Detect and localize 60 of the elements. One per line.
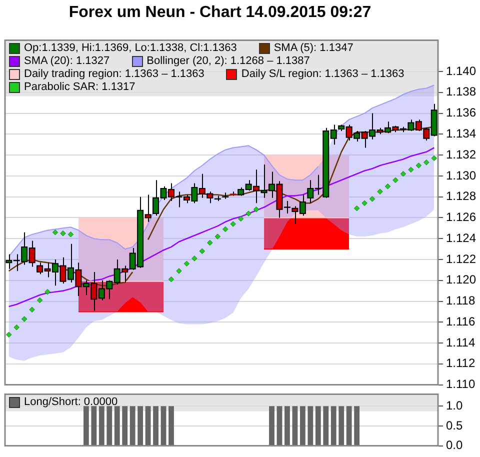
point [199,248,206,254]
point [6,332,12,338]
legend-label: Bollinger (20, 2): 1.1268 – 1.1387 [146,55,310,68]
point [392,177,398,183]
legend-label: Op:1.1339, Hi:1.1369, Lo:1.1338, Cl:1.1363 [24,42,237,56]
legend-label: SMA (20): 1.1327 [24,55,110,68]
point [14,324,20,330]
point [168,276,174,282]
y-tick-label: 1.126 [446,210,476,224]
point [214,234,220,240]
point [253,206,260,212]
y-tick-label: 0.5 [446,418,464,432]
point [369,196,376,202]
point [68,232,74,238]
y-tick-label: 1.132 [446,147,476,162]
point [384,184,391,190]
point [60,230,66,236]
point [424,160,430,166]
point [431,155,437,162]
point [222,226,228,232]
y-tick-label: 1.110 [446,377,476,392]
point [416,162,422,168]
point [29,306,35,312]
y-tick-label: 1.136 [446,106,476,120]
y-tick-label: 1.0 [446,398,464,412]
y-tick-label: 1.130 [446,168,476,182]
y-tick-label: 1.118 [446,294,476,308]
point [230,221,236,227]
y-tick-label: 1.128 [446,189,476,204]
y-tick-label: 1.134 [446,126,476,140]
point [400,171,406,177]
y-tick-label: 1.122 [446,252,476,266]
y-tick-label: 1.124 [446,230,476,245]
point [377,188,383,194]
legend-label: Parabolic SAR: 1.1317 [24,81,136,94]
point [354,205,360,212]
y-tick-label: 1.140 [446,64,476,78]
legend-label: SMA (5): 1.1347 [274,42,354,56]
point [192,256,198,262]
chart-title: Forex um Neun - Chart 14.09.2015 09:27 [68,4,372,22]
point [36,297,43,304]
legend-label: Daily S/L region: 1.1363 – 1.1363 [241,68,404,82]
y-tick-label: 1.112 [446,356,476,370]
y-tick-label: 1.114 [446,335,476,350]
point [362,200,368,206]
y-tick-label: 1.120 [446,272,476,287]
legend-label: Daily trading region: 1.1363 – 1.1363 [24,68,204,82]
point [52,229,58,236]
point [207,240,213,246]
point [176,268,182,274]
y-tick-label: 0.0 [446,438,464,452]
point [184,260,190,267]
point [408,166,414,173]
y-tick-label: 1.138 [446,84,476,99]
legend-label: Long/Short: 0.0000 [24,396,118,410]
point [246,210,252,216]
point [44,289,50,295]
point [21,316,28,322]
point [238,216,244,222]
y-tick-label: 1.116 [446,314,476,328]
